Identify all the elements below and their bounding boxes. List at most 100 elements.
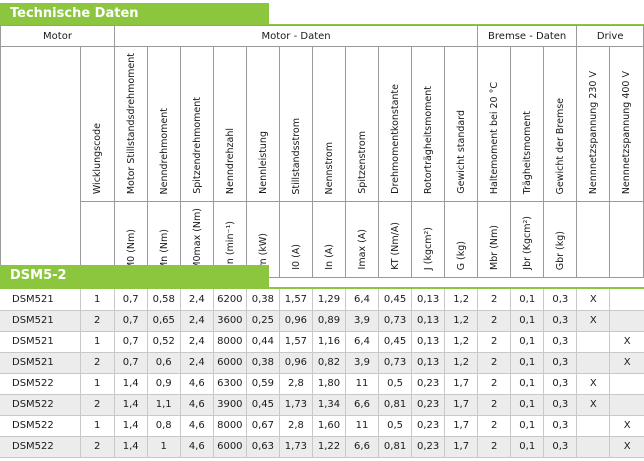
group-motor: Motor xyxy=(0,25,115,47)
table-cell: 2 xyxy=(477,394,511,416)
table-cell: 8000 xyxy=(212,415,247,437)
table-cell: 0,45 xyxy=(378,331,412,353)
table-cell: 2 xyxy=(477,331,511,353)
column-name-label: Gewicht standard xyxy=(455,110,467,195)
table-cell: X xyxy=(576,373,610,395)
table-cell: 1,7 xyxy=(444,436,478,458)
table-cell: 1,16 xyxy=(311,331,346,353)
table-cell: 0,3 xyxy=(543,310,577,332)
header-table: Motor Motor - Daten Bremse - Daten Drive… xyxy=(0,25,644,278)
table-cell: X xyxy=(609,331,644,353)
group-bremse-daten: Bremse - Daten xyxy=(477,25,578,47)
column-header-name: Gewicht standard xyxy=(443,45,479,203)
table-cell: 1,4 xyxy=(113,436,148,458)
table-cell: 2 xyxy=(79,436,115,458)
column-header-symbol: I0 (A) xyxy=(279,201,313,278)
table-cell: 2,4 xyxy=(179,310,214,332)
column-symbol-label: G (kg) xyxy=(455,240,467,270)
table-cell: 3,9 xyxy=(344,352,379,374)
table-cell: 0,7 xyxy=(113,289,148,311)
column-symbol-label: I0 (A) xyxy=(290,244,302,270)
table-cell: 0,38 xyxy=(245,352,280,374)
table-cell: 11 xyxy=(344,373,379,395)
table-cell: 3,9 xyxy=(344,310,379,332)
table-cell: 11 xyxy=(344,415,379,437)
table-cell: 0,5 xyxy=(378,415,412,437)
column-header-symbol: Gbr (kg) xyxy=(543,201,578,278)
table-cell: 0,81 xyxy=(378,394,412,416)
data-table: DSM521 1 0,7 0,58 2,4 6200 0,38 1,57 1,29 6,4 0,45… xyxy=(0,289,644,458)
table-cell xyxy=(576,331,610,353)
table-cell: 1,57 xyxy=(278,289,313,311)
table-cell: 0,13 xyxy=(411,331,445,353)
row-model-cell: DSM521 xyxy=(0,310,81,332)
table-cell: 1,60 xyxy=(311,415,346,437)
column-symbol-label: Mbr (Nm) xyxy=(488,224,500,270)
column-header-name: Rotorträgheitsmoment xyxy=(411,45,445,203)
table-cell: 1,57 xyxy=(278,331,313,353)
row-model-cell: DSM521 xyxy=(0,289,81,311)
row-model-cell: DSM522 xyxy=(0,373,81,395)
table-cell: 1,2 xyxy=(444,289,478,311)
column-symbol-label: KT (Nm/A) xyxy=(389,222,401,270)
table-cell: 2 xyxy=(79,352,115,374)
column-header-name: Drehmomentkonstante xyxy=(378,45,412,203)
table-cell: 0,5 xyxy=(378,373,412,395)
table-cell: 6300 xyxy=(212,373,247,395)
table-cell: 1 xyxy=(146,436,181,458)
table-cell: 2,8 xyxy=(278,373,313,395)
table-cell: 8000 xyxy=(212,331,247,353)
column-name-label: Wicklungscode xyxy=(92,123,103,195)
table-row: DSM521 1 0,7 0,52 2,4 8000 0,44 1,57 1,16 6,4 0,45… xyxy=(0,331,644,353)
column-header-symbol: J (kgcm²) xyxy=(411,201,445,278)
column-name-label: Trägheitsmoment xyxy=(521,110,533,195)
table-row: DSM522 2 1,4 1 4,6 6000 0,63 1,73 1,22 6,6 0,81 0,2… xyxy=(0,436,644,458)
column-header-symbol: G (kg) xyxy=(443,201,479,278)
table-cell: X xyxy=(609,352,644,374)
table-cell: 0,45 xyxy=(245,394,280,416)
table-cell: 3900 xyxy=(212,394,247,416)
table-cell: 1,1 xyxy=(146,394,181,416)
table-cell: 0,1 xyxy=(510,415,544,437)
column-header-name: Motor Stillstandsdrehmoment xyxy=(114,45,148,203)
table-cell: 0,7 xyxy=(113,310,148,332)
table-cell: 0,1 xyxy=(510,373,544,395)
group-drive: Drive xyxy=(576,25,644,47)
column-name-label: Stillstandsstrom xyxy=(290,117,302,195)
table-cell: 0,58 xyxy=(146,289,181,311)
table-cell: 1,34 xyxy=(311,394,346,416)
table-cell: 0,63 xyxy=(245,436,280,458)
column-header-name: Stillstandsstrom xyxy=(279,45,313,203)
table-cell: 1,7 xyxy=(444,394,478,416)
column-name-label: Nennleistung xyxy=(257,131,269,195)
table-cell: 6000 xyxy=(212,352,247,374)
table-cell: 0,96 xyxy=(278,352,313,374)
table-cell: 2 xyxy=(79,394,115,416)
row-model-cell: DSM522 xyxy=(0,415,81,437)
column-header-name: Spitzendrehmoment xyxy=(180,45,214,203)
table-cell: 0,8 xyxy=(146,415,181,437)
table-cell: 0,67 xyxy=(245,415,280,437)
column-header-name: Nennnetzspannung 230 V xyxy=(576,45,611,203)
column-header-symbol: Mbr (Nm) xyxy=(477,201,512,278)
table-cell: 1,4 xyxy=(113,373,148,395)
table-cell: 0,7 xyxy=(113,352,148,374)
table-cell: 0,23 xyxy=(411,394,445,416)
table-cell xyxy=(609,373,644,395)
table-cell: 6200 xyxy=(212,289,247,311)
table-cell: 0,23 xyxy=(411,436,445,458)
table-cell: 0,13 xyxy=(411,289,445,311)
column-header-name: Trägheitsmoment xyxy=(510,45,545,203)
table-cell: 0,44 xyxy=(245,331,280,353)
table-cell: 4,6 xyxy=(179,415,214,437)
table-cell: 2,4 xyxy=(179,331,214,353)
table-cell: 1,4 xyxy=(113,394,148,416)
column-name-label: Haltemoment bei 20 °C xyxy=(488,82,500,195)
table-cell: 6000 xyxy=(212,436,247,458)
table-cell: 1,7 xyxy=(444,415,478,437)
table-cell: 0,3 xyxy=(543,352,577,374)
table-row: DSM521 1 0,7 0,58 2,4 6200 0,38 1,57 1,29 6,4 0,45… xyxy=(0,289,644,311)
table-cell: 1,7 xyxy=(444,373,478,395)
column-header-name: Wicklungscode xyxy=(80,45,115,203)
column-symbol-label: J (kgcm²) xyxy=(422,226,434,270)
